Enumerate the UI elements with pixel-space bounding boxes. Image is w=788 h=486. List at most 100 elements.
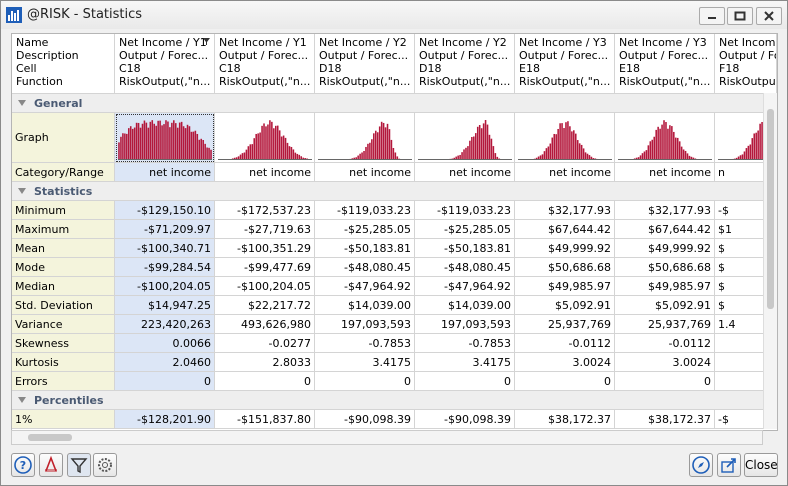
value-cell: 0: [315, 372, 415, 391]
filter-button[interactable]: [67, 453, 91, 477]
maximize-button[interactable]: [727, 7, 753, 25]
column-function: RiskOutput(,"n...: [119, 75, 211, 88]
value-cell: $38,172.37: [515, 410, 615, 429]
column-description: Output / Forec...: [619, 49, 709, 62]
value-cell: $5,092.91: [615, 296, 715, 315]
value-cell: 0: [515, 372, 615, 391]
column-header[interactable]: Net Income / Y1 Output / Forec... C18 RiskO…: [215, 34, 315, 94]
value-cell: net income: [415, 163, 515, 182]
section-title: Percentiles: [34, 394, 104, 407]
value-cell: -$129,150.10: [115, 201, 215, 220]
value-cell: 3.4175: [415, 353, 515, 372]
value-cell: $49,985.97: [515, 277, 615, 296]
section-header[interactable]: Statistics: [12, 182, 777, 201]
header-label: Cell: [16, 62, 37, 75]
value-cell: 0.0066: [115, 334, 215, 353]
collapse-icon[interactable]: [18, 99, 26, 107]
column-function: RiskOutput(,"n...: [419, 75, 511, 88]
graph-cell: [515, 113, 615, 163]
vertical-scrollbar[interactable]: [763, 93, 777, 429]
row-label: Category/Range: [12, 163, 115, 182]
help-button[interactable]: ?: [11, 453, 35, 477]
column-name: Net Income / Y2: [319, 36, 407, 49]
value-cell: $50,686.68: [615, 258, 715, 277]
column-description: Output / Forec...: [319, 49, 409, 62]
value-cell: 0: [115, 372, 215, 391]
column-function: RiskOutput(,"n...: [619, 75, 711, 88]
value-cell: -$90,098.39: [415, 410, 515, 429]
row-label: Mean: [12, 239, 115, 258]
value-cell: $38,172.37: [615, 410, 715, 429]
value-cell: -$100,340.71: [115, 239, 215, 258]
value-cell: -$90,098.39: [315, 410, 415, 429]
row-label: Kurtosis: [12, 353, 115, 372]
value-cell: -$100,204.05: [215, 277, 315, 296]
close-window-button[interactable]: [756, 7, 782, 25]
value-cell: $32,177.93: [615, 201, 715, 220]
column-header[interactable]: Net Income / Y3 Output / Forec... E18 RiskO…: [615, 34, 715, 94]
column-cell: E18: [519, 62, 540, 75]
app-icon: [6, 7, 22, 23]
column-cell: C18: [219, 62, 241, 75]
collapse-icon[interactable]: [18, 187, 26, 195]
value-cell: -$100,351.29: [215, 239, 315, 258]
column-name: Net Income /: [719, 36, 776, 49]
value-cell: 3.0024: [515, 353, 615, 372]
graph-cell: [115, 113, 215, 163]
section-header[interactable]: Percentiles: [12, 391, 777, 410]
value-cell: -$119,033.23: [415, 201, 515, 220]
column-name: Net Income / Y2: [419, 36, 507, 49]
export-button[interactable]: [717, 453, 741, 477]
column-header[interactable]: Net Income / Y3 Output / Forec... E18 RiskO…: [515, 34, 615, 94]
value-cell: -$27,719.63: [215, 220, 315, 239]
collapse-icon[interactable]: [18, 396, 26, 404]
format-button[interactable]: [39, 453, 63, 477]
column-header[interactable]: Net Income / Y2 Output / Forec... D18 RiskO…: [415, 34, 515, 94]
settings-button[interactable]: [93, 453, 117, 477]
value-cell: -$50,183.81: [315, 239, 415, 258]
value-cell: -$48,080.45: [415, 258, 515, 277]
value-cell: $49,985.97: [615, 277, 715, 296]
column-name: Net Income / Y1: [219, 36, 307, 49]
section-header[interactable]: General: [12, 94, 777, 113]
value-cell: $14,039.00: [315, 296, 415, 315]
column-header[interactable]: Net Income / Y2 Output / Forec... D18 RiskO…: [315, 34, 415, 94]
column-name: Net Income / Y3: [619, 36, 707, 49]
column-cell: D18: [419, 62, 442, 75]
column-header[interactable]: Net Income /Output / ForeF18RiskOutput(,…: [715, 34, 777, 94]
column-cell: D18: [319, 62, 342, 75]
value-cell: $50,686.68: [515, 258, 615, 277]
value-cell: -$100,204.05: [115, 277, 215, 296]
horizontal-scrollbar[interactable]: [11, 430, 763, 445]
row-label: Median: [12, 277, 115, 296]
value-cell: -$25,285.05: [415, 220, 515, 239]
header-labels: Name Description Cell Function: [12, 34, 115, 94]
minimize-button[interactable]: [699, 7, 725, 25]
value-cell: -$151,837.80: [215, 410, 315, 429]
row-label: 1%: [12, 410, 115, 429]
column-header[interactable]: Net Income / Y1 Output / Forec... C18 RiskO…: [115, 34, 215, 94]
value-cell: -$172,537.23: [215, 201, 315, 220]
value-cell: 2.0460: [115, 353, 215, 372]
value-cell: 197,093,593: [415, 315, 515, 334]
header-label: Function: [16, 75, 63, 88]
value-cell: 25,937,769: [615, 315, 715, 334]
value-cell: -$48,080.45: [315, 258, 415, 277]
svg-text:?: ?: [20, 459, 26, 472]
column-name: Net Income / Y1: [119, 36, 207, 49]
navigate-button[interactable]: [689, 453, 713, 477]
value-cell: $32,177.93: [515, 201, 615, 220]
value-cell: net income: [515, 163, 615, 182]
row-label: Minimum: [12, 201, 115, 220]
value-cell: $49,999.92: [515, 239, 615, 258]
value-cell: 0: [615, 372, 715, 391]
graph-cell: [215, 113, 315, 163]
close-button[interactable]: Close: [744, 453, 778, 477]
value-cell: -$71,209.97: [115, 220, 215, 239]
section-title: Statistics: [34, 185, 93, 198]
column-description: Output / Forec...: [419, 49, 509, 62]
graph-cell: [415, 113, 515, 163]
value-cell: -$119,033.23: [315, 201, 415, 220]
value-cell: $14,039.00: [415, 296, 515, 315]
value-cell: $49,999.92: [615, 239, 715, 258]
